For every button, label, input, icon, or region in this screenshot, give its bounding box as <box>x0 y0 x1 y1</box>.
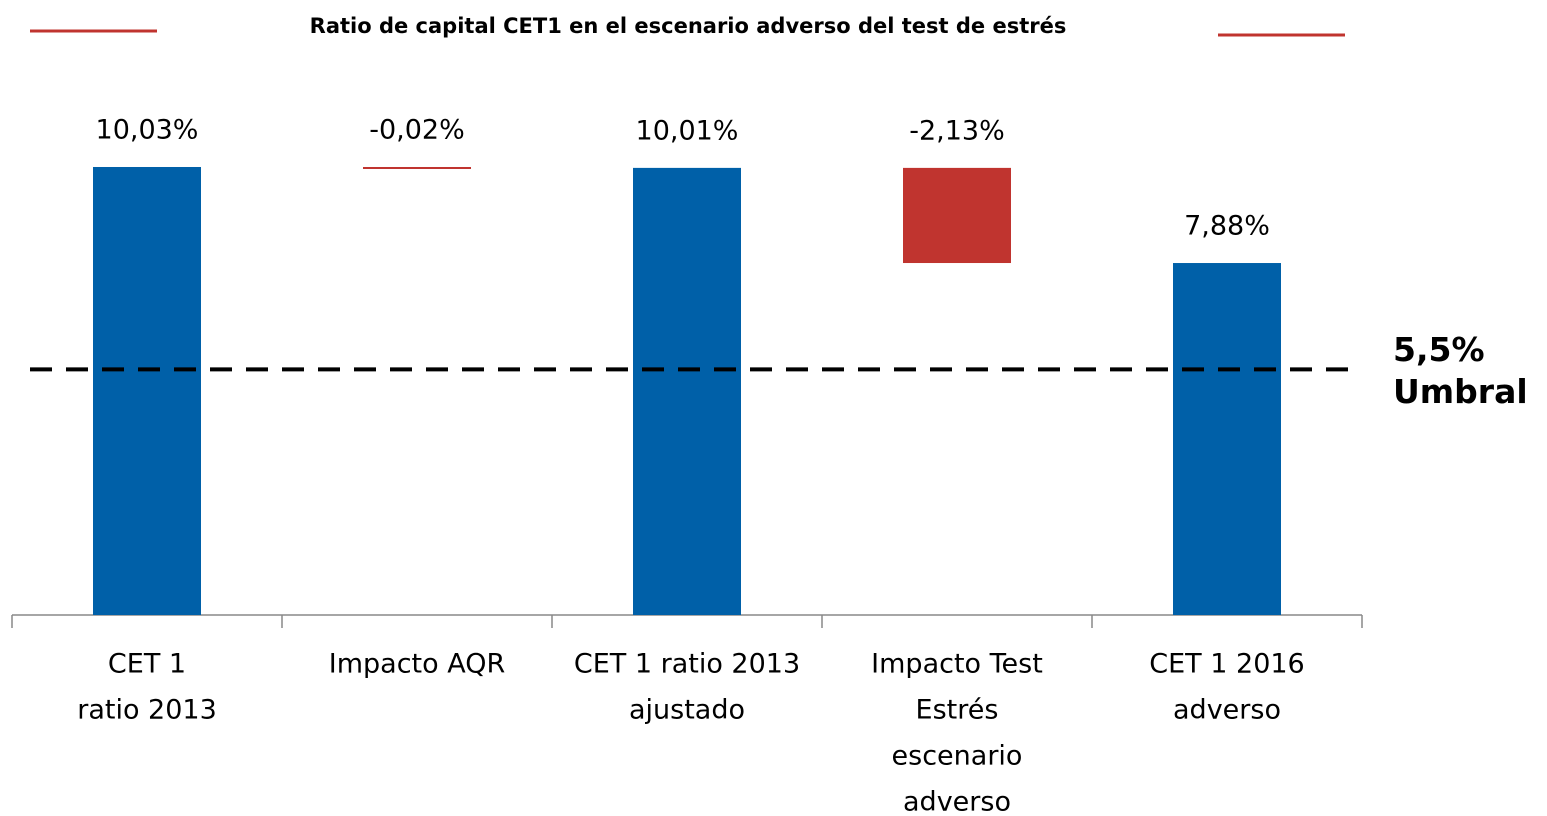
bar <box>363 166 471 169</box>
data-label: 10,03% <box>96 114 199 145</box>
chart-title: Ratio de capital CET1 en el escenario ad… <box>310 14 1067 38</box>
data-label: -2,13% <box>909 115 1005 146</box>
x-tick-label: CET 1 <box>108 649 186 680</box>
x-tick-label: CET 1 ratio 2013 <box>574 649 800 680</box>
x-tick-label: Estrés <box>916 695 999 726</box>
x-tick-label: CET 1 2016 <box>1149 649 1304 680</box>
x-tick-label: ratio 2013 <box>77 695 217 726</box>
data-label: -0,02% <box>369 114 465 145</box>
x-tick-label: ajustado <box>629 695 745 726</box>
threshold-label: 5,5% <box>1393 330 1485 369</box>
x-tick-label: Impacto Test <box>871 649 1043 680</box>
x-tick-label: Impacto AQR <box>329 649 506 680</box>
x-tick-label: adverso <box>903 787 1011 816</box>
bar <box>903 167 1011 264</box>
bar <box>633 167 741 616</box>
bar <box>93 166 201 615</box>
x-tick-label: adverso <box>1173 695 1281 726</box>
data-label: 10,01% <box>636 115 739 146</box>
threshold-label: Umbral <box>1393 372 1528 411</box>
bar <box>1173 263 1281 615</box>
x-tick-label: escenario <box>892 741 1023 772</box>
data-label: 7,88% <box>1184 211 1270 242</box>
